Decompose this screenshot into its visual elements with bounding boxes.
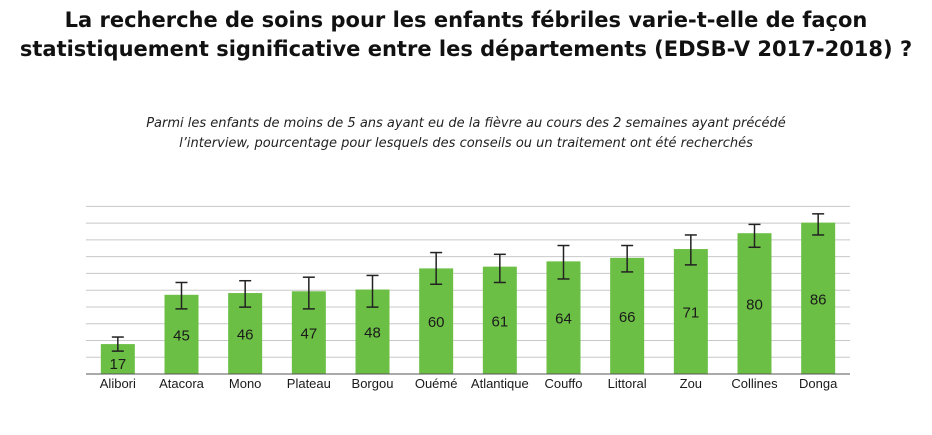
data-label: 86 (810, 291, 827, 308)
data-label: 71 (682, 304, 699, 321)
bar (610, 257, 645, 374)
subtitle-line-2: l’interview, pourcentage pour lesquels d… (179, 136, 753, 151)
data-label: 60 (428, 314, 445, 331)
x-tick-label: Littoral (608, 376, 647, 391)
data-label: 47 (300, 326, 317, 343)
x-tick-label: Ouémé (415, 376, 458, 391)
bar (419, 268, 454, 374)
data-label: 45 (173, 327, 190, 344)
data-label: 17 (109, 356, 126, 373)
bar (482, 266, 517, 374)
data-label: 80 (746, 297, 763, 314)
x-tick-label: Atacora (159, 376, 205, 391)
bar (737, 233, 772, 374)
title-line-2: statistiquement significative entre les … (19, 37, 913, 61)
data-label: 64 (555, 311, 572, 328)
bar (673, 249, 708, 374)
bar (546, 261, 581, 374)
x-tick-label: Donga (799, 376, 838, 391)
x-tick-label: Atlantique (471, 376, 529, 391)
chart-subtitle: Parmi les enfants de moins de 5 ans ayan… (0, 114, 932, 154)
subtitle-line-1: Parmi les enfants de moins de 5 ans ayan… (146, 116, 786, 131)
x-tick-label: Couffo (544, 376, 582, 391)
data-label: 48 (364, 325, 381, 342)
chart-title: La recherche de soins pour les enfants f… (0, 6, 932, 64)
x-tick-label: Zou (680, 376, 702, 391)
data-label: 61 (491, 313, 508, 330)
title-line-1: La recherche de soins pour les enfants f… (64, 8, 868, 32)
x-tick-label: Plateau (287, 376, 331, 391)
x-tick-label: Alibori (100, 376, 136, 391)
x-tick-label: Borgou (352, 376, 394, 391)
data-label: 66 (619, 309, 636, 326)
data-label: 46 (237, 326, 254, 343)
x-tick-label: Mono (229, 376, 262, 391)
bar (801, 222, 836, 374)
x-tick-label: Collines (731, 376, 778, 391)
